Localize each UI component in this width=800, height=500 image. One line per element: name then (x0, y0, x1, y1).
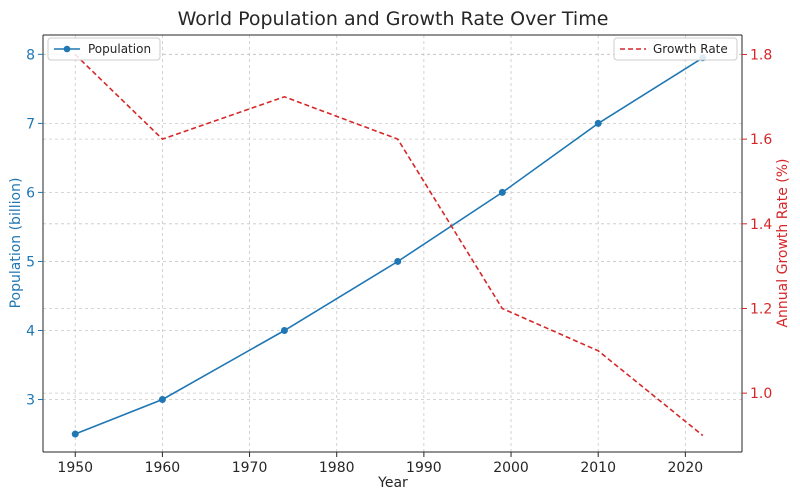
population-point (71, 430, 79, 438)
population-point (158, 396, 166, 404)
population-point (498, 188, 506, 196)
left-y-tick-label: 3 (26, 393, 35, 409)
right-y-axis-label: Annual Growth Rate (%) (775, 158, 791, 327)
x-tick-label: 2010 (580, 460, 616, 476)
right-y-tick-label: 1.6 (750, 132, 772, 148)
legend-growth-rate-label: Growth Rate (653, 42, 728, 56)
x-axis-ticks: 1950 1960 1970 1980 1990 2000 2010 2020 (57, 452, 703, 476)
left-y-tick-label: 5 (26, 254, 35, 270)
legend-population-marker (63, 45, 71, 53)
right-y-axis-ticks: 1.0 1.2 1.4 1.6 1.8 (742, 47, 772, 402)
legend-population-box (47, 37, 161, 61)
x-axis-label: Year (377, 475, 408, 491)
x-tick-label: 1980 (319, 460, 355, 476)
left-y-tick-label: 8 (26, 47, 35, 63)
right-y-tick-label: 1.4 (750, 217, 772, 233)
population-series-line (74, 57, 704, 435)
axes (42, 34, 743, 453)
left-y-axis-label: Population (billion) (8, 178, 24, 309)
legend-growth-rate: Growth Rate (613, 37, 738, 61)
population-point (394, 257, 402, 265)
legend-population-label: Population (88, 42, 151, 56)
right-y-tick-label: 1.0 (750, 386, 772, 402)
chart-title: World Population and Growth Rate Over Ti… (178, 8, 609, 30)
x-tick-label: 1970 (232, 460, 268, 476)
population-point (594, 119, 602, 127)
left-y-tick-label: 7 (26, 116, 35, 132)
legend-growth-rate-box (613, 37, 738, 61)
population-point (280, 326, 288, 334)
growth-rate-series-line (74, 53, 704, 437)
x-tick-label: 1990 (406, 460, 442, 476)
series-layer (71, 53, 707, 438)
left-y-tick-label: 4 (26, 323, 35, 339)
right-y-tick-label: 1.2 (750, 301, 772, 317)
right-y-tick-label: 1.8 (750, 47, 772, 63)
x-tick-label: 2020 (668, 460, 704, 476)
x-tick-label: 1960 (145, 460, 181, 476)
legend-population: Population (47, 37, 161, 61)
left-y-tick-label: 6 (26, 185, 35, 201)
left-y-axis-ticks: 3 4 5 6 7 8 (26, 47, 43, 409)
x-tick-label: 1950 (57, 460, 93, 476)
x-tick-label: 2000 (493, 460, 529, 476)
grid-lines (43, 35, 742, 452)
